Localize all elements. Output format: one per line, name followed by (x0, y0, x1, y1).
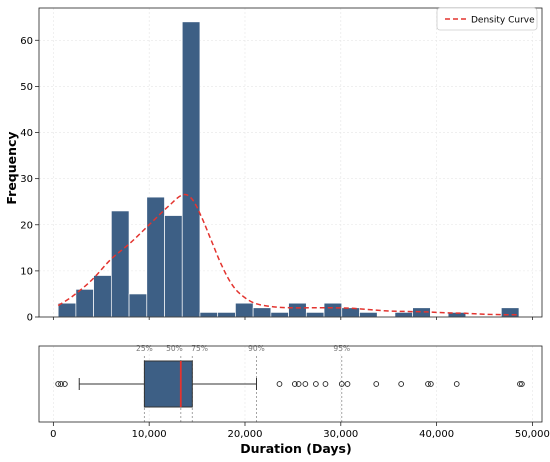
y-tick-label: 0 (27, 313, 33, 324)
percentile-label: 95% (333, 344, 350, 353)
histogram-bar (305, 312, 325, 318)
percentile-label: 25% (136, 344, 153, 353)
x-axis-label: Duration (Days) (240, 441, 351, 456)
x-tick-label: 10,000 (132, 429, 167, 440)
percentile-label: 50% (166, 344, 183, 353)
histogram-bar (164, 215, 183, 318)
histogram-bar (57, 302, 77, 318)
y-tick-label: 60 (20, 36, 33, 47)
histogram-bar (217, 312, 236, 318)
y-tick-label: 10 (20, 266, 33, 277)
boxplot-outlier (55, 381, 62, 387)
boxplot-outlier (62, 381, 68, 387)
histogram-bar (75, 288, 94, 318)
boxplot-outlier (453, 381, 460, 387)
boxplot (55, 360, 525, 408)
histogram-bar (181, 21, 201, 318)
x-tick-label: 30,000 (323, 429, 358, 440)
boxplot-outlier (58, 381, 64, 387)
boxplot-box (143, 360, 193, 408)
x-axis-ticks: 0 10,000 20,000 30,000 40,000 50,000 (50, 317, 550, 440)
boxplot-outlier (338, 381, 345, 387)
legend-entry-density: Density Curve (471, 16, 535, 26)
boxplot-outlier (373, 381, 380, 387)
boxplot-outlier (428, 381, 434, 387)
y-axis-ticks: 0 10 20 30 40 50 60 (20, 36, 39, 324)
histogram-bar (199, 312, 219, 318)
legend-box (436, 7, 538, 31)
bottom-axes-frame (38, 345, 543, 423)
boxplot-outlier (295, 381, 302, 387)
density-curve-line (57, 193, 520, 316)
y-tick-label: 50 (20, 82, 33, 93)
x-tick-label: 0 (50, 429, 56, 440)
y-axis-label: Frequency (4, 131, 19, 204)
histogram-bar (252, 307, 272, 318)
histogram-bar (146, 196, 165, 318)
histogram-bar (93, 275, 112, 318)
percentile-label: 90% (248, 344, 265, 353)
boxplot-outlier (322, 381, 329, 387)
boxplot-outlier (276, 381, 283, 387)
x-tick-label: 50,000 (515, 429, 550, 440)
x-tick-label: 20,000 (227, 429, 262, 440)
x-tick-label: 40,000 (419, 429, 454, 440)
histogram-bar (323, 302, 343, 318)
boxplot-outlier (302, 381, 309, 387)
y-tick-label: 20 (20, 220, 33, 231)
boxplot-outlier (517, 381, 523, 387)
y-tick-label: 40 (20, 128, 33, 139)
boxplot-outlier (519, 381, 525, 387)
histogram-bar (270, 312, 289, 318)
histogram-bar (128, 293, 148, 318)
histogram-bar (341, 307, 360, 318)
histogram-bar (235, 302, 254, 318)
top-axes-frame (38, 7, 543, 318)
legend: Density Curve (436, 7, 538, 31)
histogram-bars (57, 21, 520, 318)
boxplot-outlier (425, 381, 431, 387)
density-curve-layer (57, 193, 520, 316)
percentile-label: 75% (191, 344, 208, 353)
boxplot-outlier (398, 381, 405, 387)
boxplot-outlier (344, 381, 351, 387)
boxplot-outlier (313, 381, 319, 387)
y-tick-label: 30 (20, 174, 33, 185)
histogram-bar (500, 307, 520, 318)
boxplot-outlier (291, 381, 298, 387)
histogram-bar (359, 312, 378, 318)
histogram-bar (110, 210, 130, 318)
histogram-bar (288, 302, 307, 318)
histogram-bar (394, 312, 414, 318)
